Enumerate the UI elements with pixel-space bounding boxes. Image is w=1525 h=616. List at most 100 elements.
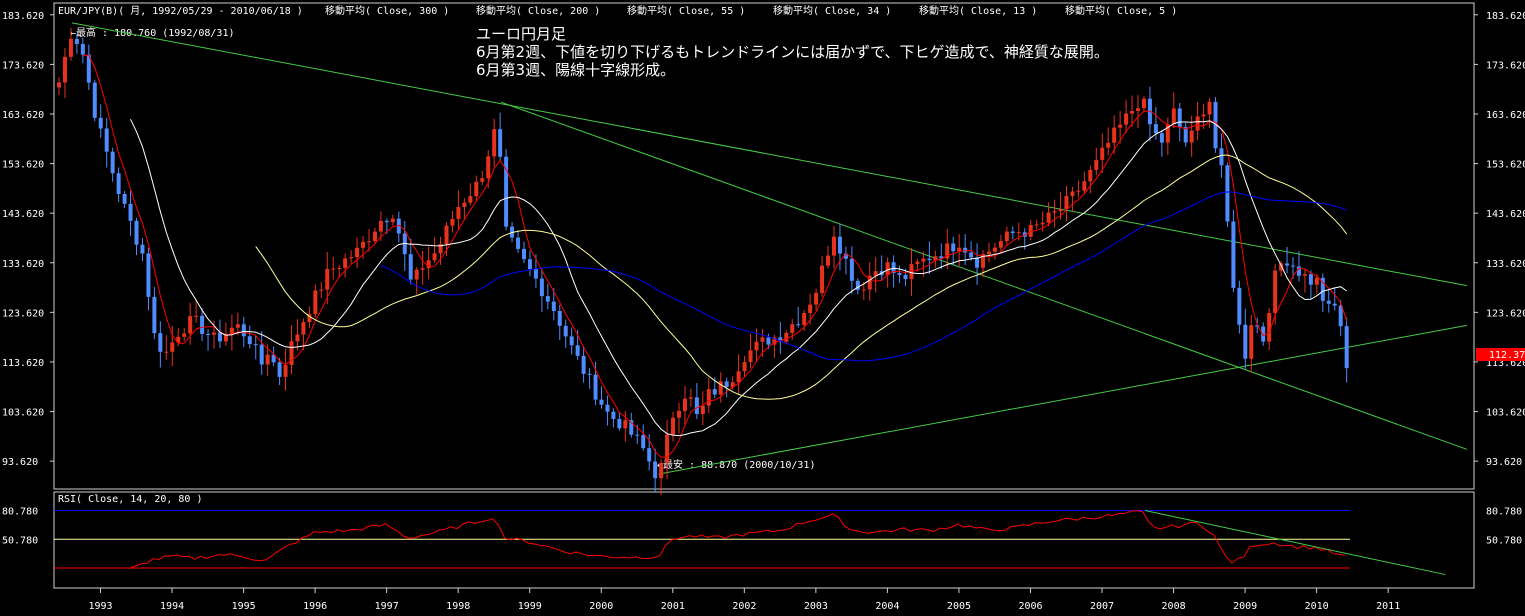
candle-body (629, 420, 634, 435)
price-tick-label-right: 103.620 (1486, 408, 1525, 419)
candle-body (1052, 211, 1057, 213)
candle-body (1040, 222, 1045, 225)
candle-body (122, 193, 127, 204)
candle-body (808, 304, 813, 314)
price-axis-ticks: 183.620 183.620 173.620 173.620 163.620 163.6… (2, 11, 1525, 546)
candle-body (915, 261, 920, 265)
candle-body (575, 345, 580, 356)
candle-body (337, 267, 342, 269)
candle-body (176, 336, 181, 343)
price-trendline (71, 22, 1467, 287)
candle-body (891, 262, 896, 274)
candle-body (486, 156, 491, 179)
rsi-label: RSI( Close, 14, 20, 80 ) (58, 494, 203, 505)
candle-body (378, 220, 383, 232)
candle-body (128, 203, 133, 221)
candle-body (933, 256, 938, 261)
candle-body (1243, 324, 1248, 359)
price-tick-label-left: 93.620 (2, 457, 38, 468)
candle-body (539, 278, 544, 297)
candle-body (998, 241, 1003, 248)
candle-body (1106, 142, 1111, 148)
price-tick-label-left: 183.620 (2, 11, 44, 22)
candle-body (1076, 190, 1081, 192)
candle-body (563, 325, 568, 337)
x-tick-label: 2006 (1018, 601, 1042, 612)
candle-body (778, 337, 783, 342)
ma200-label: 移動平均( Close, 200 ) (476, 4, 600, 17)
x-tick-label: 1993 (88, 601, 112, 612)
candle-body (1195, 116, 1200, 131)
candle-body (295, 334, 300, 342)
candle-body (516, 237, 521, 249)
candle-body (659, 462, 664, 479)
candle-body (1291, 265, 1296, 267)
price-tick-label-right: 183.620 (1486, 11, 1525, 22)
price-tick-label-left: 123.620 (2, 308, 44, 319)
x-tick-label: 2008 (1162, 601, 1186, 612)
candle-body (62, 56, 67, 83)
x-tick-label: 1994 (160, 601, 184, 612)
candle-body (152, 296, 157, 334)
candle-body (104, 128, 109, 152)
candle-body (521, 248, 526, 260)
candle-body (98, 117, 103, 129)
symbol-label: EUR/JPY(B)( 月, 1992/05/29 - 2010/06/18 ) (58, 5, 303, 17)
price-tick-label-left: 113.620 (2, 358, 44, 369)
candle-body (790, 324, 795, 333)
candle-body (545, 296, 550, 302)
candle-body (1314, 277, 1319, 285)
candle-body (1159, 133, 1164, 143)
candle-body (1237, 287, 1242, 325)
candle-body (1130, 111, 1135, 114)
candle-body (963, 247, 968, 253)
candle-body (182, 333, 187, 337)
price-tick-label-right: 133.620 (1486, 259, 1525, 270)
rsi-plot (54, 509, 1446, 576)
candle-body (1308, 274, 1313, 285)
candle-body (849, 258, 854, 281)
candle-body (1171, 108, 1176, 125)
candle-body (1225, 165, 1230, 222)
candle-body (504, 156, 509, 227)
x-tick-label: 1997 (375, 601, 399, 612)
price-panel-frame (53, 2, 1475, 490)
candle-body (1016, 232, 1021, 234)
candle-body (867, 275, 872, 290)
price-tick-label-right: 113.620 (1486, 358, 1525, 369)
candle-body (217, 332, 222, 342)
candle-body (1261, 326, 1266, 342)
candle-body (939, 256, 944, 259)
x-tick-label: 1996 (303, 601, 327, 612)
candle-body (802, 313, 807, 325)
candle-body (57, 82, 62, 88)
ma300-label: 移動平均( Close, 300 ) (325, 4, 449, 17)
candle-body (641, 435, 646, 449)
price-tick-label-left: 143.620 (2, 209, 44, 220)
ma34-label: 移動平均( Close, 34 ) (773, 4, 891, 17)
candle-body (1153, 124, 1158, 134)
candle-body (1207, 101, 1212, 115)
candle-body (1189, 130, 1194, 143)
candle-body (754, 341, 759, 351)
candle-body (837, 236, 842, 254)
candle-body (1010, 231, 1015, 234)
candle-body (873, 271, 878, 276)
price-tick-label-right: 163.620 (1486, 110, 1525, 121)
note-line-2: 6月第2週、下値を切り下げるもトレンドラインには届かずで、下ヒゲ造成で、神経質な… (476, 43, 1109, 61)
candle-body (975, 257, 980, 268)
candle-body (1165, 124, 1170, 143)
candle-body (927, 258, 932, 261)
candle-body (748, 350, 753, 363)
candle-body (468, 196, 473, 203)
price-tick-label-left: 163.620 (2, 110, 44, 121)
candle-body (730, 382, 735, 388)
candle-body (158, 333, 163, 352)
candle-body (533, 269, 538, 279)
ma-line-5 (82, 54, 1348, 458)
candle-body (1064, 195, 1069, 209)
candle-body (772, 337, 777, 345)
candle-body (68, 38, 73, 57)
current-price-value: 112.378 (1489, 350, 1525, 361)
candle-body (986, 251, 991, 255)
